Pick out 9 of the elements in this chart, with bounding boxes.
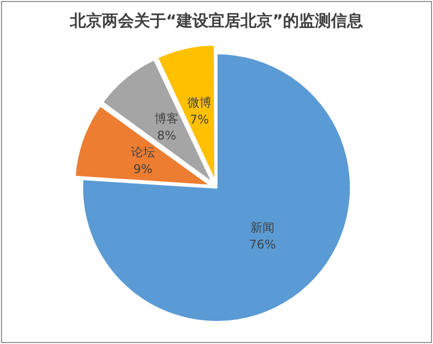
data-label: 76% xyxy=(249,238,276,252)
chart-title: 北京两会关于“建设宜居北京”的监测信息 xyxy=(68,10,364,30)
data-label: 8% xyxy=(157,128,176,142)
data-label: 9% xyxy=(133,162,152,176)
slice-label: 新闻 xyxy=(250,220,274,235)
slice-label: 博客 xyxy=(154,111,179,126)
slice-label: 微博 xyxy=(187,95,212,110)
data-label: 7% xyxy=(190,112,209,126)
slice-label: 论坛 xyxy=(130,145,155,160)
